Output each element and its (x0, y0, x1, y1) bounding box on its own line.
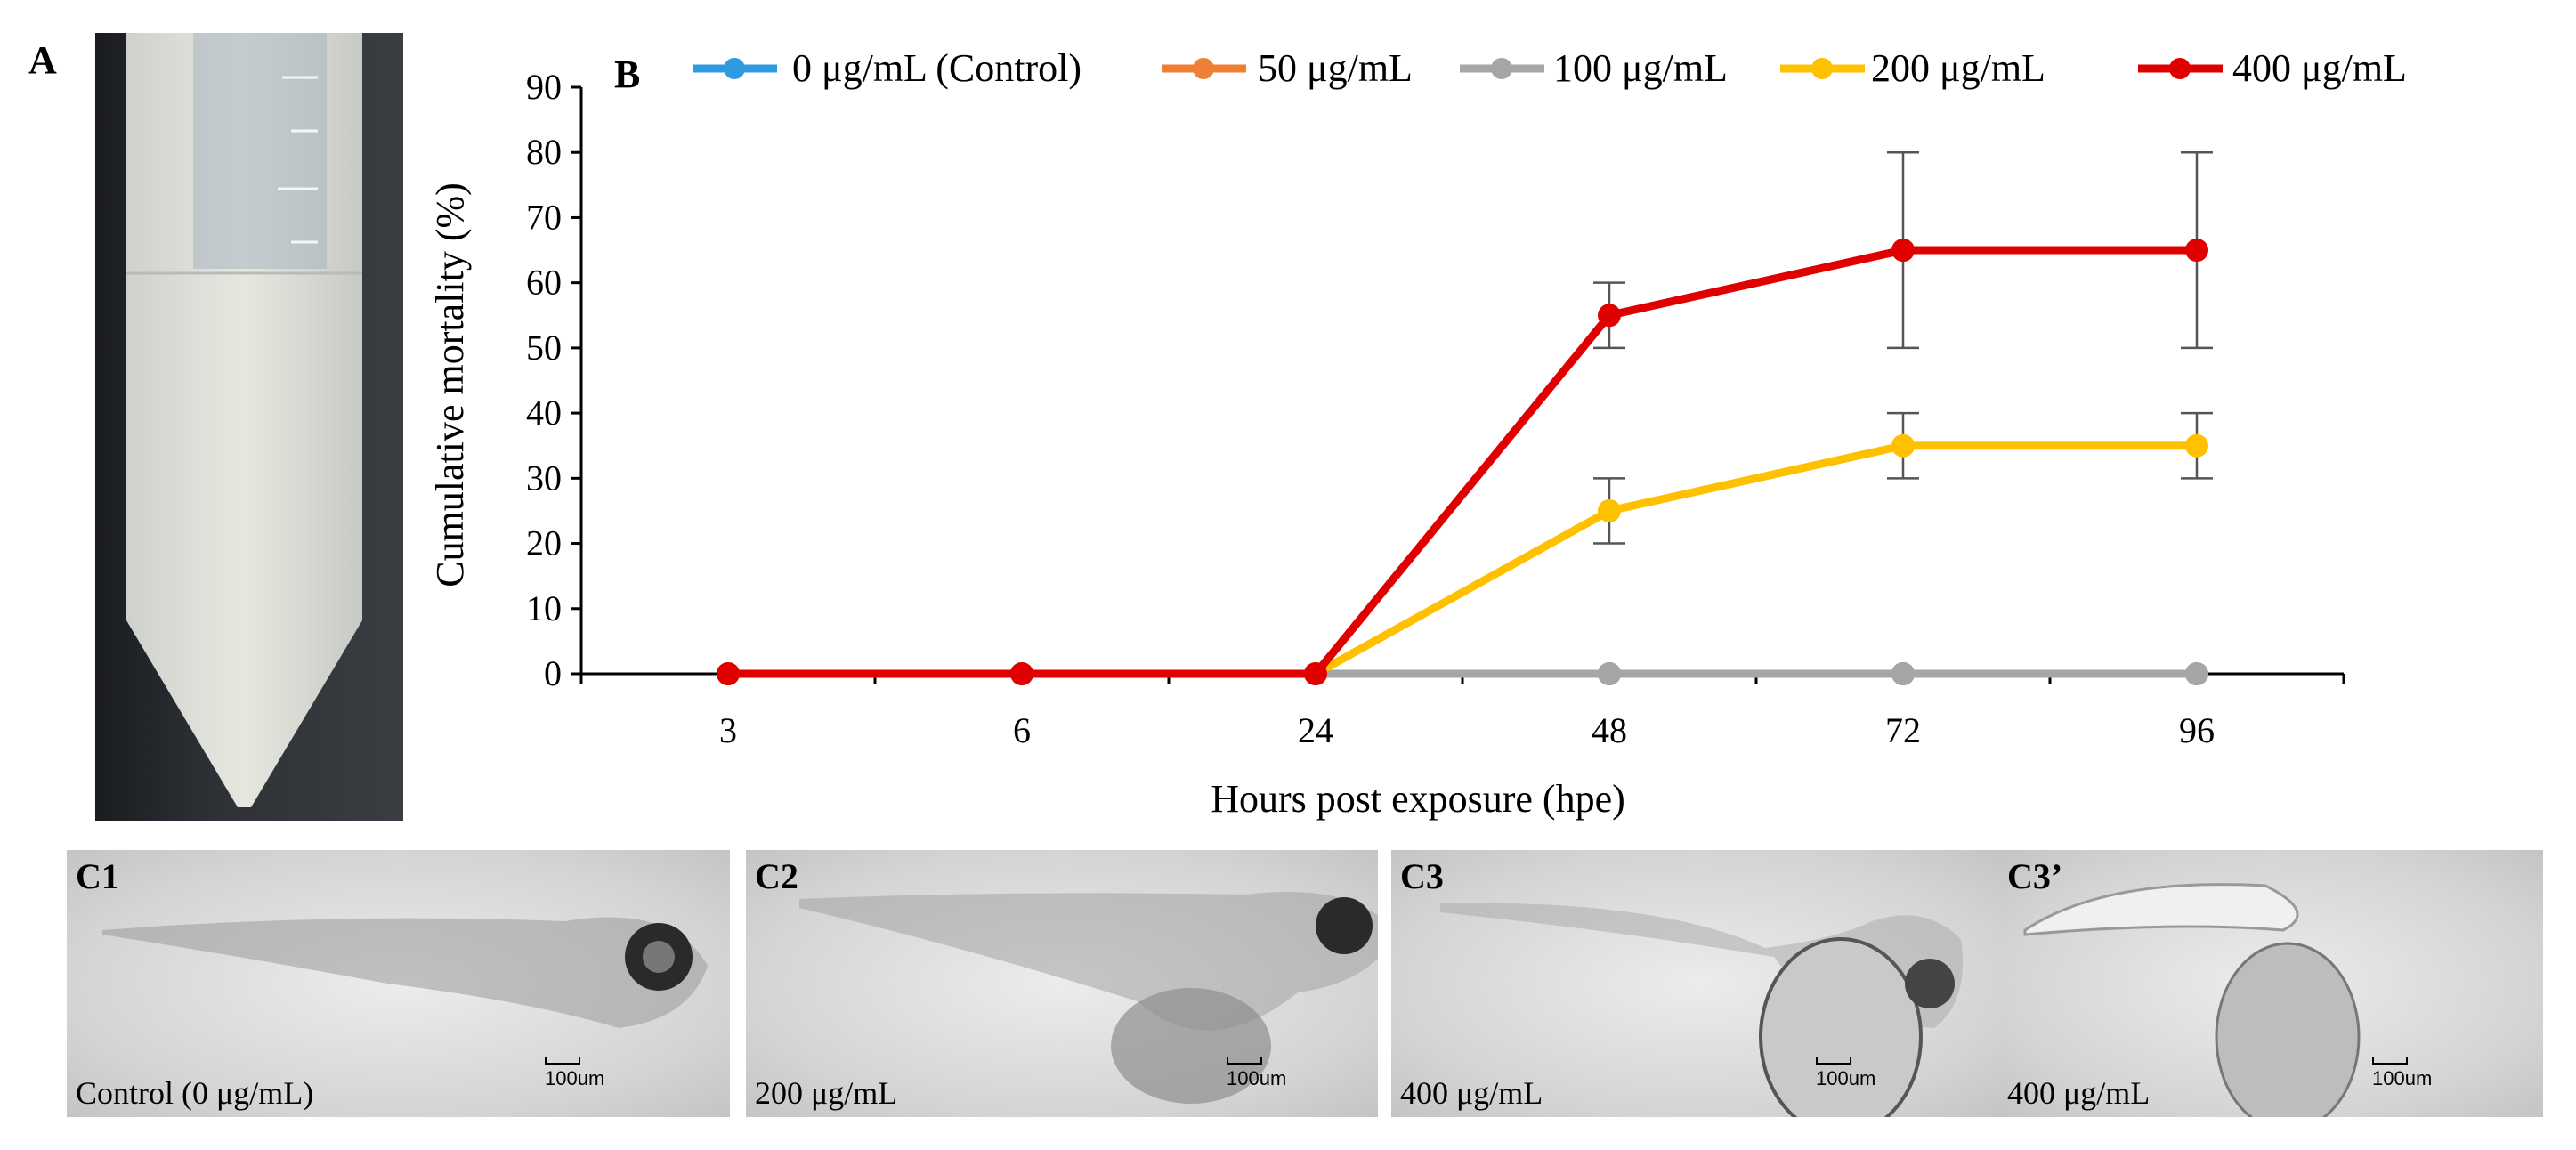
photo-concentration: Control (0 μg/mL) (76, 1075, 314, 1111)
data-point (1598, 662, 1621, 685)
larva-photo-3: C3 400 μg/mL 100um (1391, 850, 2007, 1117)
legend-marker (1193, 58, 1214, 79)
data-point (1598, 304, 1621, 328)
larva-image (799, 892, 1378, 1104)
scale-label: 100um (1227, 1067, 1287, 1089)
scale-bar (1227, 1057, 1262, 1065)
legend-label: 200 μg/mL (1871, 46, 2045, 90)
data-point (1891, 662, 1915, 685)
legend-label: 100 μg/mL (1553, 46, 1728, 90)
larva-image (102, 917, 708, 1028)
y-tick-label: 0 (544, 653, 562, 693)
scale-label: 100um (545, 1067, 605, 1089)
legend-label: 400 μg/mL (2232, 46, 2407, 90)
tube-photo (95, 33, 403, 821)
y-tick-label: 50 (526, 328, 562, 368)
legend-label: 50 μg/mL (1258, 46, 1413, 90)
photo-label: C3’ (2007, 856, 2063, 896)
data-point (2185, 433, 2208, 458)
scale-bar (1816, 1057, 1851, 1065)
y-axis-title: Cumulative mortality (%) (428, 182, 472, 587)
larva-image (1440, 903, 1963, 1117)
scale-bar (2372, 1057, 2408, 1065)
panel-b-label: B (614, 53, 641, 96)
scale-label: 100um (1816, 1067, 1876, 1089)
y-tick-label: 10 (526, 588, 562, 628)
legend-marker (1491, 58, 1512, 79)
legend-label: 0 μg/mL (Control) (792, 46, 1081, 90)
data-point (717, 662, 740, 685)
data-point (1891, 239, 1915, 263)
x-tick-label: 24 (1298, 710, 1333, 750)
series-line-4 (728, 246, 2197, 678)
data-point (1010, 662, 1033, 685)
y-tick-label: 60 (526, 263, 562, 303)
data-point (1598, 498, 1621, 522)
larva-photo-4: C3’ 400 μg/mL 100um (1998, 850, 2543, 1117)
x-tick-label: 96 (2179, 710, 2215, 750)
photo-label: C3 (1400, 856, 1444, 896)
y-tick-label: 90 (526, 67, 562, 107)
mortality-chart: 0 10 20 30 40 50 60 70 80 90 3 6 24 48 72 96 Hours post … (428, 46, 2407, 821)
data-point (1304, 662, 1327, 685)
y-tick-label: 70 (526, 197, 562, 237)
panel-a-label: A (28, 38, 57, 82)
series-line-3 (728, 441, 2197, 678)
data-point (2185, 239, 2208, 263)
legend-marker (1811, 58, 1833, 79)
photo-concentration: 200 μg/mL (755, 1075, 898, 1111)
x-tick-label: 48 (1592, 710, 1627, 750)
photo-label: C2 (755, 856, 798, 896)
photo-concentration: 400 μg/mL (1400, 1075, 1543, 1111)
data-point (1891, 433, 1915, 458)
x-tick-label: 6 (1013, 710, 1031, 750)
y-tick-label: 20 (526, 523, 562, 563)
x-tick-label: 72 (1885, 710, 1921, 750)
x-tick-label: 3 (719, 710, 737, 750)
larva-image (2023, 883, 2361, 1117)
y-tick-label: 80 (526, 132, 562, 172)
larva-photo-2: C2 200 μg/mL 100um (746, 850, 1378, 1117)
y-tick-label: 30 (526, 458, 562, 498)
scale-bar (545, 1057, 580, 1065)
x-axis-title: Hours post exposure (hpe) (1211, 777, 1625, 821)
scale-label: 100um (2372, 1067, 2433, 1089)
photo-label: C1 (76, 856, 119, 896)
photo-concentration: 400 μg/mL (2007, 1075, 2151, 1111)
larva-photo-1: C1 Control (0 μg/mL) 100um (67, 850, 730, 1117)
legend-marker (2169, 58, 2191, 79)
data-point (2185, 662, 2208, 685)
legend-marker (724, 58, 745, 79)
y-tick-label: 40 (526, 393, 562, 433)
